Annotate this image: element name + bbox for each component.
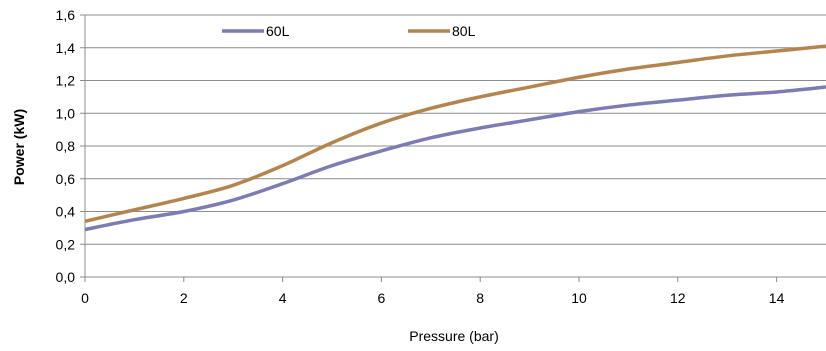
x-tick-label-5: 10 (571, 290, 587, 306)
x-tick-label-6: 12 (670, 290, 686, 306)
y-tick-label-1: 0,2 (56, 236, 76, 252)
x-tick-labels: 0 2 4 6 8 10 12 14 (81, 290, 784, 306)
legend-label-60L: 60L (266, 23, 290, 39)
y-tick-label-3: 0,6 (56, 171, 76, 187)
x-tick-label-2: 4 (279, 290, 287, 306)
y-tick-labels: 0,0 0,2 0,4 0,6 0,8 1,0 1,2 1,4 1,6 (56, 7, 76, 285)
series-lines (84, 44, 826, 232)
axes (80, 14, 826, 282)
series-line-80L (84, 44, 826, 224)
x-axis-title: Pressure (bar) (409, 328, 498, 344)
y-tick-label-5: 1,0 (56, 105, 76, 121)
series-line-60L (84, 85, 826, 232)
y-tick-label-8: 1,6 (56, 7, 76, 23)
legend: 60L 80L (222, 23, 476, 39)
x-tick-label-3: 6 (378, 290, 386, 306)
x-tick-label-0: 0 (81, 290, 89, 306)
x-tick-label-7: 14 (769, 290, 785, 306)
y-tick-label-6: 1,2 (56, 73, 76, 89)
x-tick-label-4: 8 (476, 290, 484, 306)
y-tick-label-0: 0,0 (56, 269, 76, 285)
y-tick-label-2: 0,4 (56, 204, 76, 220)
grid-lines (85, 14, 826, 245)
y-tick-label-4: 0,8 (56, 138, 76, 154)
legend-label-80L: 80L (452, 23, 476, 39)
x-tick-label-1: 2 (180, 290, 188, 306)
y-axis-title: Power (kW) (11, 109, 27, 185)
y-tick-label-7: 1,4 (56, 40, 76, 56)
